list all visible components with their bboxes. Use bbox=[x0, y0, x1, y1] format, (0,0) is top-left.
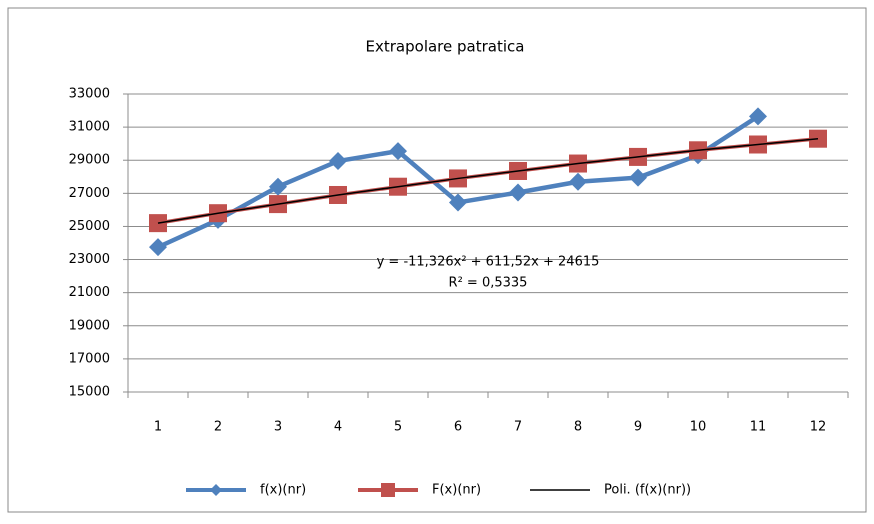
x-tick-label: 8 bbox=[574, 420, 582, 435]
x-tick-label: 7 bbox=[514, 420, 522, 435]
y-tick-label: 31000 bbox=[69, 120, 110, 135]
trend-equation: y = -11,326x² + 611,52x + 24615 bbox=[377, 255, 600, 270]
trend-r2: R² = 0,5335 bbox=[449, 276, 528, 291]
x-tick-label: 10 bbox=[690, 420, 707, 435]
y-tick-label: 29000 bbox=[69, 153, 110, 168]
y-tick-label: 23000 bbox=[69, 252, 110, 267]
legend-marker bbox=[210, 484, 222, 496]
x-tick-label: 1 bbox=[154, 420, 162, 435]
legend-label: F(x)(nr) bbox=[432, 483, 481, 498]
marker bbox=[749, 107, 767, 126]
marker bbox=[629, 168, 647, 187]
y-tick-label: 33000 bbox=[69, 87, 110, 102]
marker bbox=[329, 152, 347, 171]
x-tick-label: 9 bbox=[634, 420, 642, 435]
y-tick-label: 19000 bbox=[69, 318, 110, 333]
marker bbox=[449, 193, 467, 212]
chart-title: Extrapolare patratica bbox=[366, 38, 525, 56]
x-tick-label: 3 bbox=[274, 420, 282, 435]
legend-label: f(x)(nr) bbox=[260, 483, 306, 498]
marker bbox=[389, 142, 407, 161]
marker bbox=[509, 183, 527, 202]
marker bbox=[269, 177, 287, 196]
marker bbox=[569, 172, 587, 191]
legend-marker bbox=[381, 483, 395, 497]
series-line bbox=[157, 137, 819, 224]
legend-label: Poli. (f(x)(nr)) bbox=[604, 483, 691, 498]
x-tick-label: 12 bbox=[810, 420, 827, 435]
x-tick-label: 4 bbox=[334, 420, 342, 435]
y-tick-label: 15000 bbox=[69, 385, 110, 400]
marker bbox=[149, 238, 167, 257]
x-tick-label: 2 bbox=[214, 420, 222, 435]
y-tick-label: 25000 bbox=[69, 219, 110, 234]
x-tick-label: 6 bbox=[454, 420, 462, 435]
x-tick-label: 5 bbox=[394, 420, 402, 435]
y-tick-label: 21000 bbox=[69, 285, 110, 300]
x-tick-label: 11 bbox=[750, 420, 767, 435]
y-tick-label: 27000 bbox=[69, 186, 110, 201]
y-tick-label: 17000 bbox=[69, 351, 110, 366]
